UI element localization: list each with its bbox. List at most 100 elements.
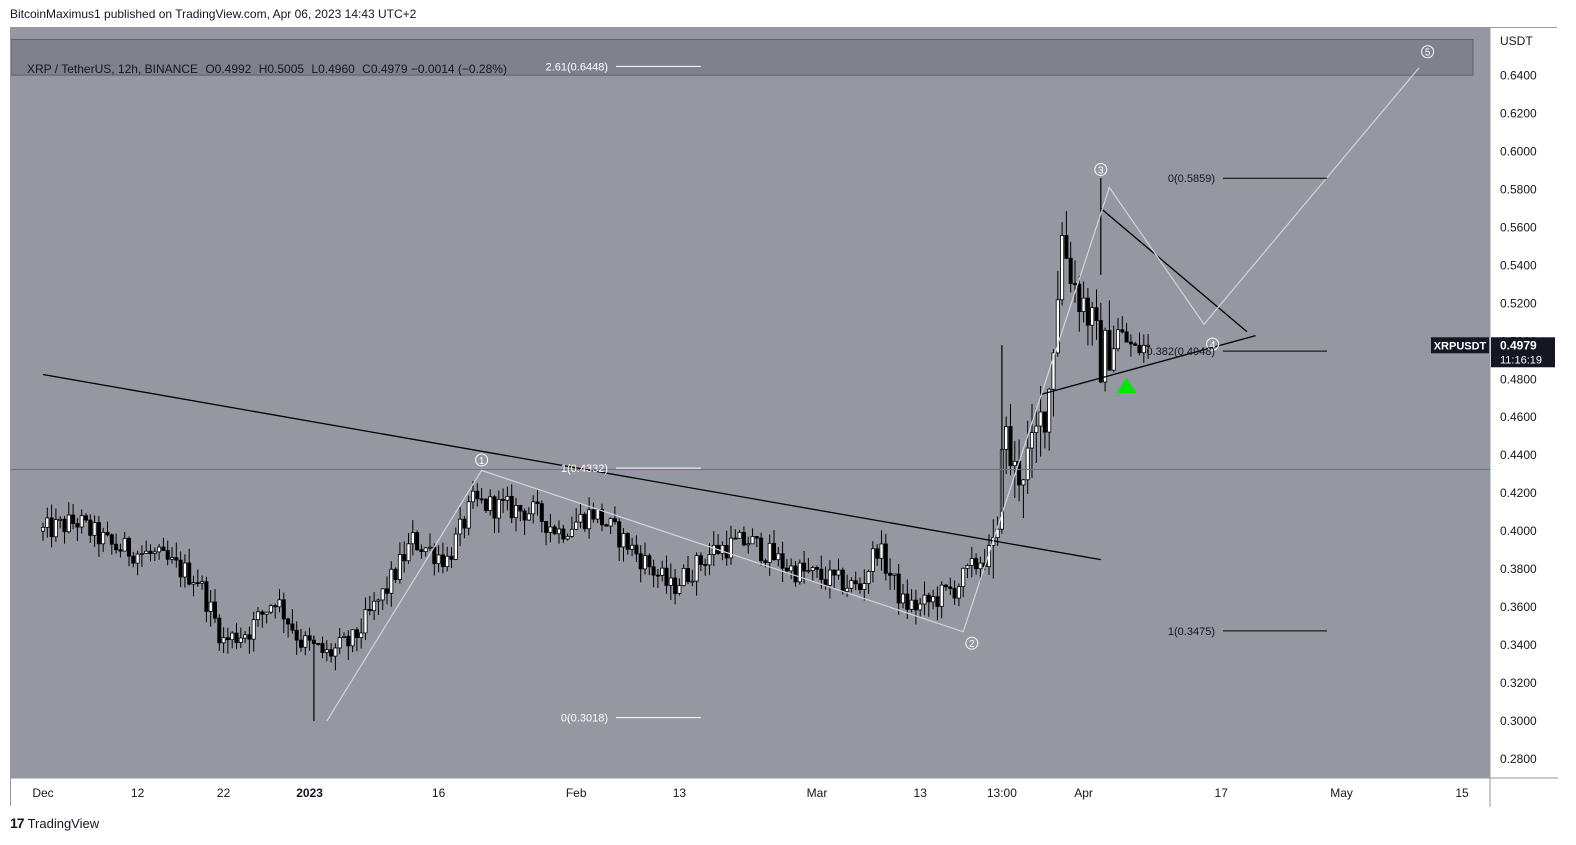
candle-body[interactable] bbox=[892, 573, 897, 576]
candle-body[interactable] bbox=[591, 509, 596, 520]
candle-body[interactable] bbox=[862, 583, 867, 591]
candle-body[interactable] bbox=[896, 573, 901, 604]
candle-body[interactable] bbox=[836, 569, 841, 576]
candle-body[interactable] bbox=[1133, 343, 1138, 346]
candle-body[interactable] bbox=[148, 550, 153, 554]
candle-body[interactable] bbox=[1081, 297, 1086, 312]
chart-svg[interactable]: USDT 0.6400 0.6200 0.6000 0.5800 0.5600 0.5400… bbox=[11, 28, 1558, 807]
candle-body[interactable] bbox=[260, 611, 265, 615]
candle-body[interactable] bbox=[281, 599, 286, 620]
candle-body[interactable] bbox=[733, 537, 738, 540]
candle-body[interactable] bbox=[479, 498, 484, 501]
candle-body[interactable] bbox=[109, 534, 114, 545]
candle-body[interactable] bbox=[337, 637, 342, 649]
candle-body[interactable] bbox=[776, 553, 781, 561]
candle-body[interactable] bbox=[750, 536, 755, 545]
candle-body[interactable] bbox=[1051, 352, 1056, 390]
candle-body[interactable] bbox=[784, 567, 789, 572]
chart-frame[interactable]: USDT 0.6400 0.6200 0.6000 0.5800 0.5600 0.5400… bbox=[10, 27, 1558, 807]
candle-body[interactable] bbox=[217, 617, 222, 644]
candle-body[interactable] bbox=[939, 584, 944, 607]
candle-body[interactable] bbox=[815, 567, 820, 570]
time-axis[interactable] bbox=[11, 778, 1490, 807]
candle-body[interactable] bbox=[204, 581, 209, 612]
candle-body[interactable] bbox=[423, 547, 428, 553]
candle-body[interactable] bbox=[505, 495, 510, 501]
candle-body[interactable] bbox=[406, 543, 411, 562]
candle-body[interactable] bbox=[582, 513, 587, 530]
candle-body[interactable] bbox=[509, 495, 514, 519]
candle-body[interactable] bbox=[53, 519, 58, 538]
candle-body[interactable] bbox=[956, 586, 961, 599]
candle-body[interactable] bbox=[974, 558, 979, 570]
candle-body[interactable] bbox=[858, 583, 863, 591]
candle-body[interactable] bbox=[905, 593, 910, 610]
candle-body[interactable] bbox=[793, 565, 798, 583]
candle-body[interactable] bbox=[690, 580, 695, 583]
candle-body[interactable] bbox=[105, 532, 110, 536]
candle-body[interactable] bbox=[169, 557, 174, 560]
candle-body[interactable] bbox=[445, 555, 450, 568]
candle-body[interactable] bbox=[664, 567, 669, 586]
candle-body[interactable] bbox=[832, 569, 837, 576]
candle-body[interactable] bbox=[127, 538, 132, 557]
candle-body[interactable] bbox=[221, 637, 226, 644]
candle-body[interactable] bbox=[1012, 460, 1017, 467]
candle-body[interactable] bbox=[694, 555, 699, 582]
candle-body[interactable] bbox=[518, 505, 523, 512]
candle-body[interactable] bbox=[354, 629, 359, 639]
candle-body[interactable] bbox=[789, 565, 794, 572]
candle-body[interactable] bbox=[1103, 329, 1108, 383]
candle-body[interactable] bbox=[901, 593, 906, 604]
candle-body[interactable] bbox=[118, 549, 123, 552]
candle-body[interactable] bbox=[71, 514, 76, 524]
candle-body[interactable] bbox=[686, 568, 691, 583]
candle-body[interactable] bbox=[1064, 235, 1069, 259]
candle-body[interactable] bbox=[1120, 329, 1125, 333]
candle-body[interactable] bbox=[475, 490, 480, 500]
candle-body[interactable] bbox=[1047, 388, 1052, 433]
candle-body[interactable] bbox=[853, 580, 858, 585]
candle-body[interactable] bbox=[544, 521, 549, 533]
candle-body[interactable] bbox=[135, 553, 140, 564]
candle-body[interactable] bbox=[526, 513, 531, 521]
candle-body[interactable] bbox=[617, 521, 622, 548]
candle-body[interactable] bbox=[660, 567, 665, 576]
candle-body[interactable] bbox=[888, 572, 893, 576]
candle-body[interactable] bbox=[88, 519, 93, 536]
candle-body[interactable] bbox=[238, 637, 243, 643]
candle-body[interactable] bbox=[918, 603, 923, 611]
candle-body[interactable] bbox=[458, 518, 463, 535]
candle-body[interactable] bbox=[612, 518, 617, 523]
candle-body[interactable] bbox=[255, 611, 260, 621]
candle-body[interactable] bbox=[879, 543, 884, 559]
candle-body[interactable] bbox=[75, 523, 80, 528]
candle-body[interactable] bbox=[230, 632, 235, 641]
candle-body[interactable] bbox=[264, 611, 269, 615]
candle-body[interactable] bbox=[208, 601, 213, 612]
candle-body[interactable] bbox=[720, 544, 725, 554]
candle-body[interactable] bbox=[320, 643, 325, 653]
candle-body[interactable] bbox=[470, 490, 475, 503]
candle-body[interactable] bbox=[711, 544, 716, 555]
candle-body[interactable] bbox=[655, 574, 660, 577]
candle-body[interactable] bbox=[698, 555, 703, 565]
candle-body[interactable] bbox=[875, 548, 880, 559]
candle-body[interactable] bbox=[548, 526, 553, 533]
candle-body[interactable] bbox=[440, 554, 445, 568]
candle-body[interactable] bbox=[96, 522, 101, 545]
candle-body[interactable] bbox=[604, 524, 609, 527]
candle-body[interactable] bbox=[333, 647, 338, 657]
candle-body[interactable] bbox=[359, 632, 364, 639]
candle-body[interactable] bbox=[496, 498, 501, 519]
candle-body[interactable] bbox=[277, 599, 282, 608]
candle-body[interactable] bbox=[350, 629, 355, 647]
candle-body[interactable] bbox=[952, 588, 957, 599]
candle-body[interactable] bbox=[729, 537, 734, 559]
candle-body[interactable] bbox=[651, 566, 656, 576]
price-axis[interactable] bbox=[1490, 28, 1558, 807]
candle-body[interactable] bbox=[608, 518, 613, 527]
candle-body[interactable] bbox=[552, 526, 557, 535]
candle-body[interactable] bbox=[483, 498, 488, 511]
candle-body[interactable] bbox=[122, 538, 127, 552]
